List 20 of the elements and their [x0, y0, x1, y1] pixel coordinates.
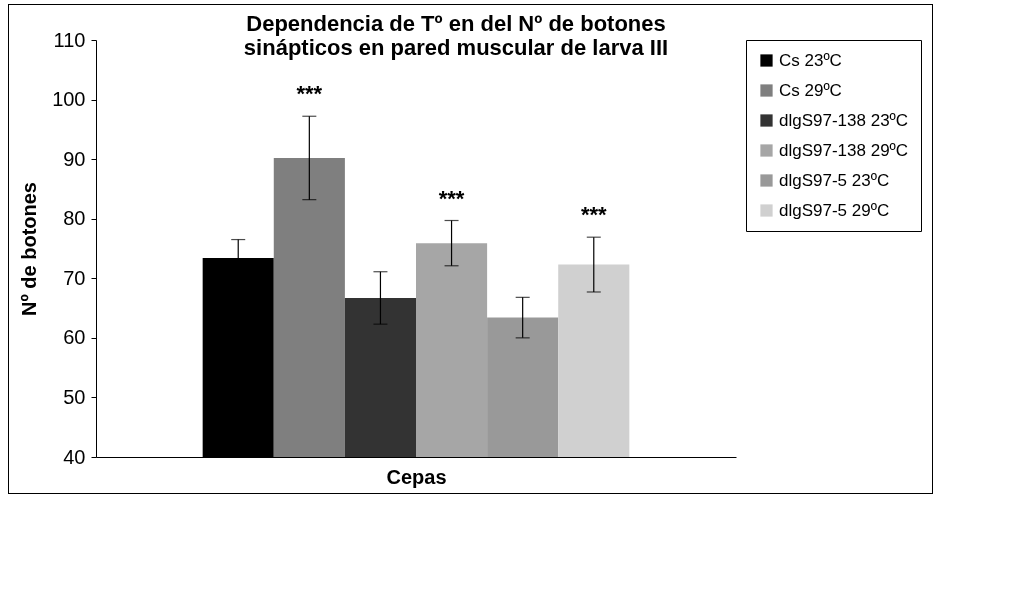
y-tick-label: 50 [63, 385, 86, 408]
legend-label: dlgS97-5 29ºC [779, 200, 890, 220]
y-tick-label: 40 [63, 445, 86, 468]
y-tick-label: 90 [63, 147, 86, 170]
legend-label: Cs 29ºC [779, 80, 842, 100]
chart-title: Dependencia de Tº en del Nº de botones sinápticos en pared muscular de larva III [243, 11, 669, 60]
y-tick-label: 100 [52, 88, 86, 111]
x-axis-title: Cepas [386, 465, 447, 488]
data-label: *** [438, 185, 465, 211]
y-tick-label: 80 [63, 207, 86, 230]
legend-label: dlgS97-138 29ºC [779, 140, 909, 160]
y-tick-label: 60 [63, 326, 86, 349]
data-label: *** [296, 81, 323, 107]
y-tick-label: 70 [63, 266, 86, 289]
legend-label: dlgS97-5 23ºC [779, 170, 890, 190]
y-tick-label: 110 [53, 28, 86, 51]
y-axis-title: Nº de botones [18, 182, 41, 316]
legend-label: dlgS97-138 23ºC [779, 110, 909, 130]
legend-label: Cs 23ºC [779, 50, 842, 70]
data-label: *** [580, 202, 608, 228]
